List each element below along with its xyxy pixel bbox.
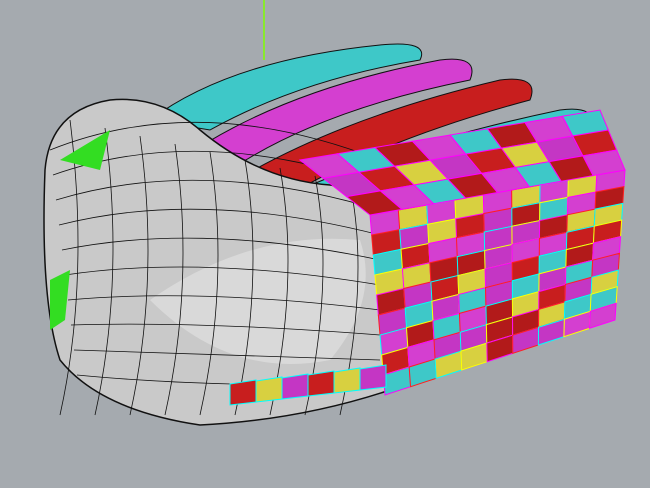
mesh-line [55, 179, 381, 211]
mesh-line [61, 237, 381, 261]
green-edge-lower [50, 270, 70, 330]
cladding-panel [333, 367, 361, 394]
mesh-line [199, 151, 219, 416]
mesh-line [73, 349, 381, 361]
mesh-line [94, 127, 114, 416]
shell-highlight [150, 238, 366, 364]
mesh-line [164, 143, 184, 416]
mesh-line [129, 135, 149, 416]
mesh-line [64, 266, 381, 286]
mesh-line [234, 159, 254, 416]
mesh-line [67, 295, 381, 311]
cladding-panel [307, 370, 335, 397]
cladding-panel [359, 364, 387, 391]
green-edge-left [60, 130, 110, 170]
cladding-panel [229, 379, 257, 406]
mesh-line [58, 208, 381, 236]
panel-grid [229, 109, 626, 406]
cladding-panel [255, 376, 283, 403]
cladding-panel [281, 373, 309, 400]
cladding-panel [588, 302, 617, 330]
mesh-line [49, 121, 381, 161]
mesh-line [70, 323, 381, 336]
cladding-panel [582, 149, 626, 177]
